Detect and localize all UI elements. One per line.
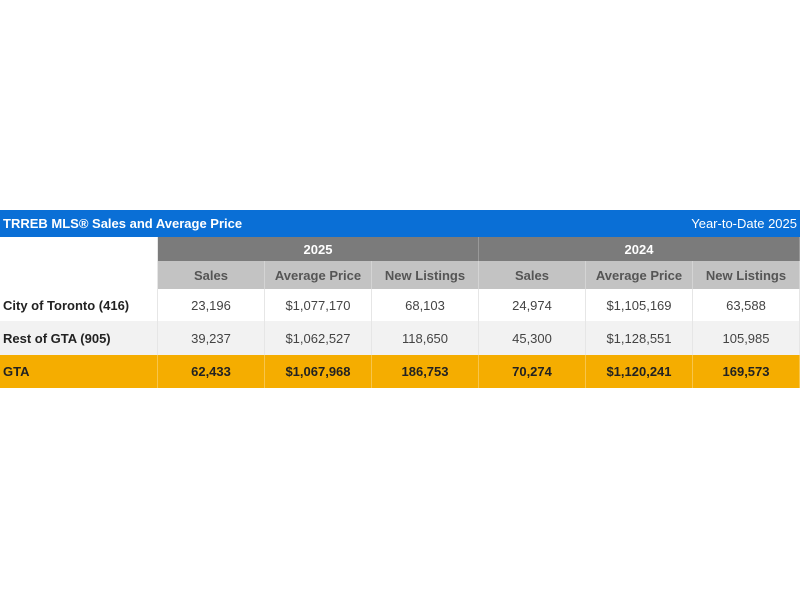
table-title: TRREB MLS® Sales and Average Price (3, 216, 243, 231)
table-cell: 70,274 (479, 355, 586, 388)
column-header: Sales (158, 261, 265, 289)
table-cell: 186,753 (372, 355, 479, 388)
table-cell: $1,105,169 (586, 289, 693, 321)
table-cell: 23,196 (158, 289, 265, 321)
row-label: City of Toronto (416) (0, 289, 158, 321)
column-header: New Listings (372, 261, 479, 289)
table-cell: $1,062,527 (265, 321, 372, 355)
table-grid: 2025 2024 Sales Average Price New Listings… (0, 237, 800, 388)
period-label: Year-to-Date 2025 (691, 216, 797, 231)
corner-cell (0, 237, 158, 289)
table-cell: 68,103 (372, 289, 479, 321)
table-cell: $1,120,241 (586, 355, 693, 388)
table-cell: $1,128,551 (586, 321, 693, 355)
column-header: New Listings (693, 261, 800, 289)
table-title-bar: TRREB MLS® Sales and Average Price Year-… (0, 210, 800, 237)
table-cell: 62,433 (158, 355, 265, 388)
table-cell: $1,077,170 (265, 289, 372, 321)
table-cell: 169,573 (693, 355, 800, 388)
table-cell: 39,237 (158, 321, 265, 355)
column-header: Average Price (586, 261, 693, 289)
column-header: Sales (479, 261, 586, 289)
table-cell: 45,300 (479, 321, 586, 355)
row-label: GTA (0, 355, 158, 388)
table-cell: $1,067,968 (265, 355, 372, 388)
row-label: Rest of GTA (905) (0, 321, 158, 355)
year-header: 2025 (158, 237, 479, 261)
table-cell: 118,650 (372, 321, 479, 355)
sales-table: TRREB MLS® Sales and Average Price Year-… (0, 210, 800, 388)
table-cell: 24,974 (479, 289, 586, 321)
table-cell: 63,588 (693, 289, 800, 321)
year-header: 2024 (479, 237, 800, 261)
column-header: Average Price (265, 261, 372, 289)
table-cell: 105,985 (693, 321, 800, 355)
